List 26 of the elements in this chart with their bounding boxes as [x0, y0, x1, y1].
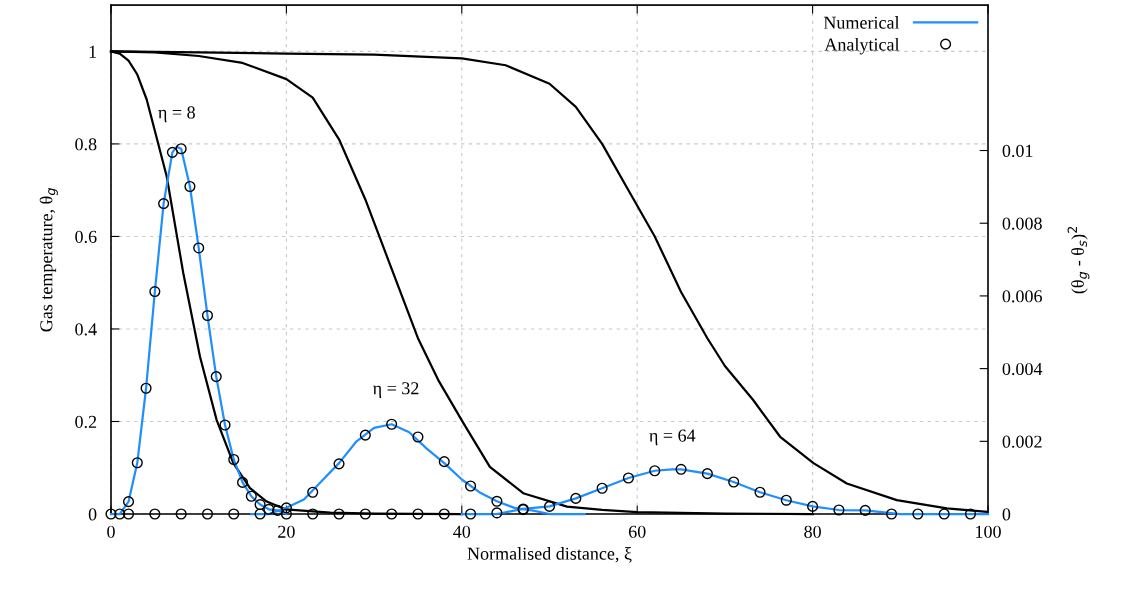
- y2-tick-label: 0.008: [1002, 217, 1042, 230]
- y2-tick-label: 0.006: [1002, 290, 1042, 303]
- x-tick-label: 20: [278, 525, 295, 538]
- legend-label: Numerical: [823, 16, 900, 29]
- y-tick-label: 0.6: [75, 230, 97, 243]
- annotation: η = 8: [158, 106, 195, 123]
- x-axis-title: Normalised distance, ξ: [467, 546, 632, 563]
- y2-tick-label: 0.01: [1002, 144, 1033, 158]
- x-tick-label: 100: [976, 525, 1001, 538]
- y2-tick-label: 0.002: [1002, 435, 1042, 448]
- y-tick-label: 0.4: [75, 323, 97, 336]
- x-tick-label: 60: [628, 525, 646, 538]
- y2-tick-label: 0: [1002, 508, 1011, 521]
- y-axis-title: Gas temperature, θ$_{g}$: [39, 188, 58, 332]
- y-tick-label: 0: [88, 508, 97, 521]
- x-tick-label: 0: [107, 525, 115, 538]
- x-tick-label: 40: [453, 525, 471, 538]
- legend-label: Analytical: [824, 37, 900, 55]
- y-tick-label: 0.2: [75, 415, 97, 429]
- y-tick-label: 0.8: [75, 138, 97, 151]
- y2-tick-label: 0.004: [1002, 362, 1043, 376]
- y2-axis-title: (θ$_{g}$ - θ$_{s}$)$^{2}$: [1067, 226, 1090, 294]
- annotation: η = 32: [372, 382, 419, 398]
- x-tick-label: 80: [804, 525, 821, 538]
- y-tick-label: 1: [89, 45, 97, 58]
- annotation: η = 64: [649, 429, 696, 446]
